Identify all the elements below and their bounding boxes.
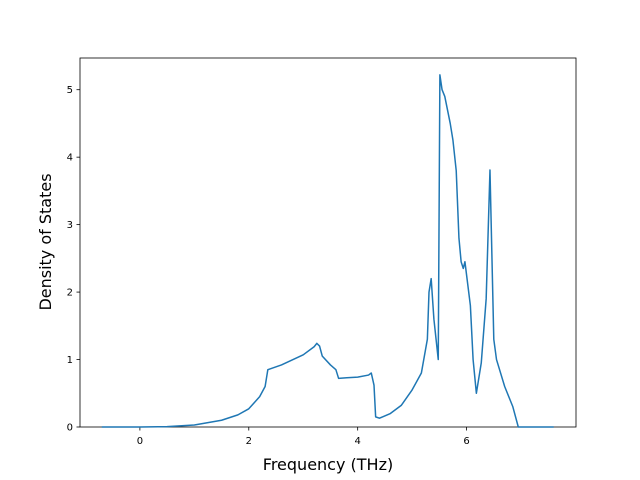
y-axis-label: Density of States [36,173,55,310]
y-tick-label: 1 [67,355,73,366]
x-tick-label: 2 [246,436,252,447]
y-tick-label: 3 [67,220,73,231]
y-tick-label: 0 [67,423,73,434]
y-tick-label: 2 [67,288,73,299]
y-tick-label: 5 [67,85,73,96]
x-axis-label: Frequency (THz) [263,455,393,474]
data-line [101,74,554,428]
y-tick-label: 4 [67,153,73,164]
x-tick-label: 6 [463,436,469,447]
x-tick-label: 0 [137,436,143,447]
plot-frame [79,57,577,428]
x-tick-label: 4 [354,436,360,447]
